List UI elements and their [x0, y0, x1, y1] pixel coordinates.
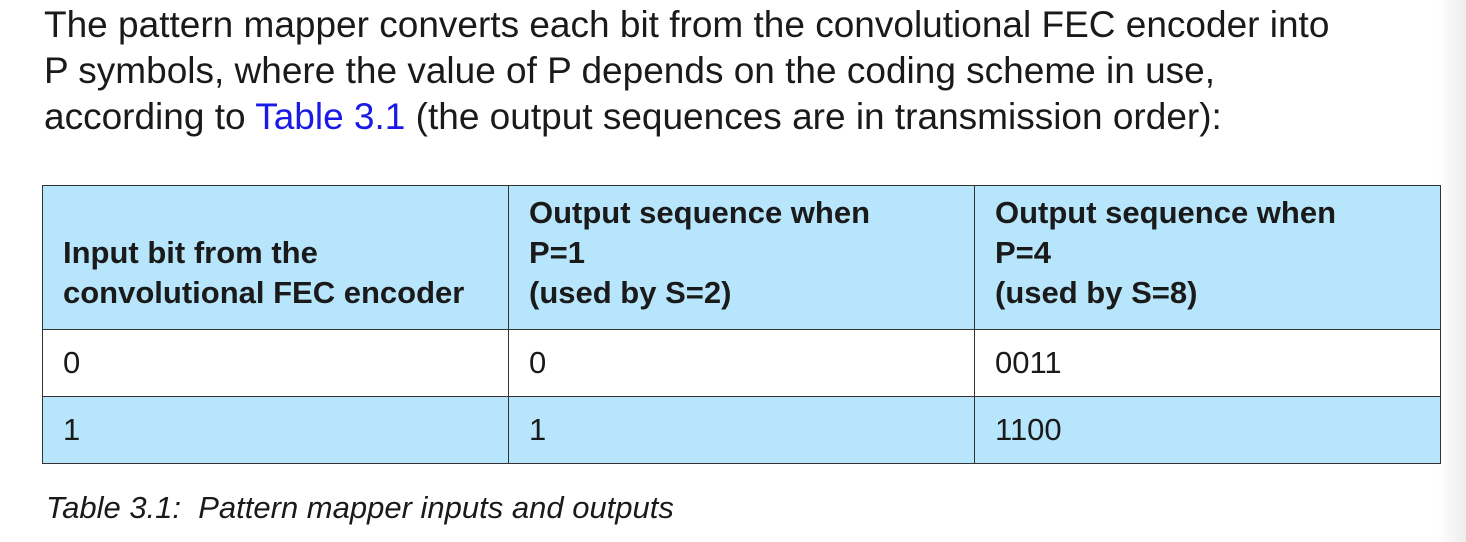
header-output-p1-line-1: Output sequence when [529, 195, 871, 230]
header-output-p4: Output sequence when P=4 (used by S=8) [974, 185, 1441, 330]
cell-input-bit: 0 [42, 329, 509, 397]
intro-line-2: P symbols, where the value of P depends … [44, 50, 1216, 91]
intro-paragraph: The pattern mapper converts each bit fro… [44, 2, 1444, 140]
page-edge-shadow [1438, 0, 1466, 542]
table-3-1-link[interactable]: Table 3.1 [255, 96, 406, 137]
table-caption: Table 3.1: Pattern mapper inputs and out… [46, 490, 674, 525]
header-input-bit: Input bit from the convolutional FEC enc… [42, 185, 509, 330]
header-output-p1: Output sequence when P=1 (used by S=2) [508, 185, 975, 330]
cell-output-p1: 0 [508, 329, 975, 397]
header-output-p4-line-2: P=4 [995, 235, 1052, 270]
header-output-p4-line-3: (used by S=8) [995, 275, 1198, 310]
pattern-mapper-table-wrapper: Input bit from the convolutional FEC enc… [42, 185, 1441, 464]
table-row: 1 1 1100 [42, 396, 1441, 464]
intro-line-3-prefix: according to [44, 96, 256, 137]
intro-line-3-suffix: (the output sequences are in transmissio… [405, 96, 1222, 137]
header-output-p4-line-1: Output sequence when [995, 195, 1337, 230]
table-header-row: Input bit from the convolutional FEC enc… [42, 185, 1441, 330]
header-input-bit-line-2: convolutional FEC encoder [63, 275, 465, 310]
cell-output-p1: 1 [508, 396, 975, 464]
table-row: 0 0 0011 [42, 329, 1441, 397]
header-output-p1-line-2: P=1 [529, 235, 586, 270]
intro-line-3: according to Table 3.1 (the output seque… [44, 94, 1444, 140]
header-input-bit-line-1: Input bit from the [63, 235, 318, 270]
cell-output-p4: 0011 [974, 329, 1441, 397]
intro-line-1: The pattern mapper converts each bit fro… [44, 4, 1330, 45]
cell-input-bit: 1 [42, 396, 509, 464]
pattern-mapper-table: Input bit from the convolutional FEC enc… [42, 185, 1441, 464]
cell-output-p4: 1100 [974, 396, 1441, 464]
header-output-p1-line-3: (used by S=2) [529, 275, 732, 310]
